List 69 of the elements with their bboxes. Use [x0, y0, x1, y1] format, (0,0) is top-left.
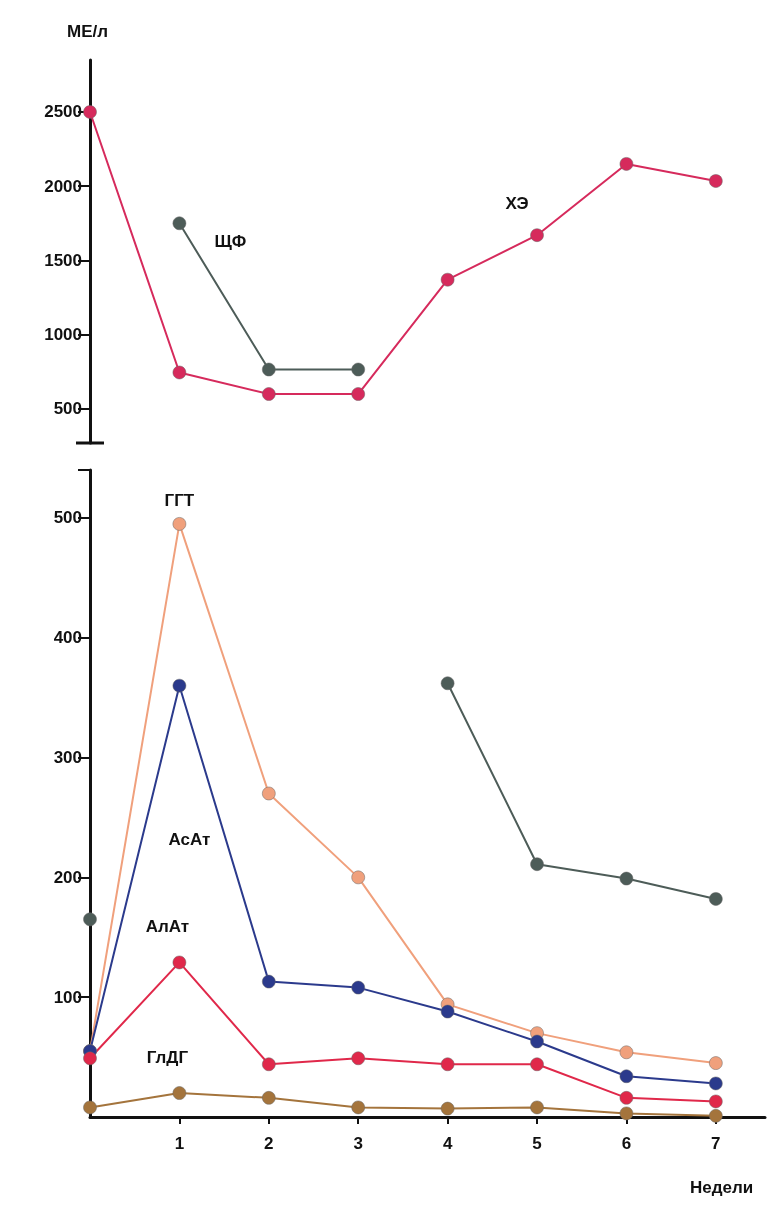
x-tick-label: 1: [174, 1134, 185, 1153]
point: [619, 157, 634, 171]
series-label: ГлДГ: [146, 1048, 189, 1068]
point: [262, 1091, 276, 1105]
x-tick-label: 3: [353, 1134, 363, 1153]
point: [351, 362, 365, 377]
y-tick-label: 500: [53, 508, 82, 528]
y-tick-label: 200: [53, 867, 82, 887]
x-tick-label: 2: [264, 1134, 274, 1153]
point: [172, 1086, 187, 1100]
point: [440, 1057, 455, 1072]
point: [619, 1091, 634, 1105]
point: [83, 1100, 97, 1115]
point: [709, 1109, 723, 1123]
point: [440, 272, 455, 287]
y-tick-label: 300: [53, 748, 82, 768]
y-tick-label: 1000: [44, 325, 82, 345]
x-tick-label: 6: [621, 1134, 632, 1153]
point: [530, 1034, 544, 1049]
point: [709, 892, 723, 906]
y-tick-label: 400: [53, 628, 82, 648]
point: [172, 216, 187, 231]
point: [619, 1045, 634, 1060]
x-tick-label: 5: [532, 1134, 542, 1153]
point: [530, 228, 544, 242]
point: [619, 871, 634, 886]
point: [83, 912, 97, 927]
point: [351, 1100, 365, 1115]
point: [709, 1094, 723, 1109]
x-tick-label: 7: [711, 1134, 721, 1153]
point: [619, 1069, 634, 1084]
point: [440, 1004, 455, 1019]
point: [262, 1057, 276, 1072]
point: [83, 105, 97, 119]
point: [351, 387, 365, 401]
point: [709, 174, 723, 188]
series-label: АлАт: [145, 917, 190, 937]
point: [351, 870, 365, 885]
x-axis-title: Недели: [690, 1178, 754, 1197]
point: [172, 955, 187, 970]
series-label: ГГТ: [164, 490, 195, 510]
point: [262, 362, 276, 377]
point: [262, 387, 276, 401]
point: [440, 1101, 455, 1116]
point: [351, 980, 365, 995]
point: [83, 1051, 97, 1066]
point: [440, 676, 455, 691]
point: [351, 1051, 365, 1066]
point: [530, 1057, 544, 1072]
point: [709, 1076, 723, 1091]
series-label: ХЭ: [505, 194, 529, 214]
y-tick-label: 1500: [44, 250, 82, 270]
y-axis-title: МЕ/л: [66, 22, 108, 41]
x-tick-label: 4: [442, 1134, 453, 1153]
point: [262, 786, 276, 801]
y-tick-label: 2500: [44, 102, 82, 122]
y-tick-label: 500: [53, 399, 82, 419]
point: [530, 857, 544, 871]
point: [172, 678, 187, 693]
series-label: ЩФ: [214, 231, 247, 251]
series-label: АсАт: [168, 829, 211, 849]
point: [262, 974, 276, 989]
point: [709, 1056, 723, 1070]
point: [172, 365, 187, 380]
point: [530, 1100, 544, 1115]
y-tick-label: 2000: [44, 176, 82, 196]
y-tick-label: 100: [53, 987, 82, 1007]
point: [172, 517, 187, 531]
point: [619, 1106, 634, 1121]
